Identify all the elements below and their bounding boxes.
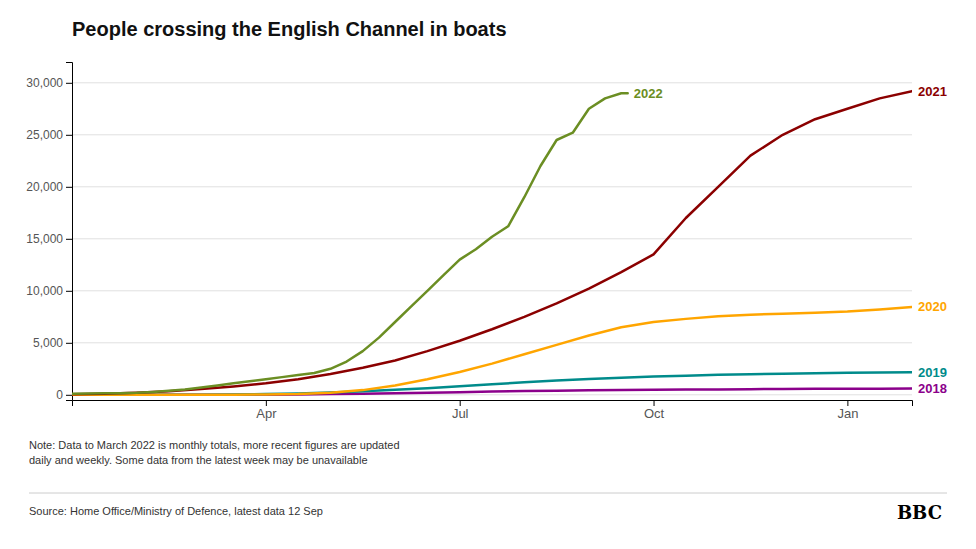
x-axis: Apr Jul Oct Jan: [73, 400, 913, 421]
x-tick-mark: [460, 400, 461, 406]
y-tick-mark: [66, 187, 72, 188]
x-tick: Oct: [644, 400, 665, 421]
x-axis-line: [73, 401, 913, 407]
y-tick: 0: [56, 388, 72, 402]
note: Note: Data to March 2022 is monthly tota…: [29, 439, 400, 466]
y-tick-mark: [66, 395, 72, 396]
series-label: 2021: [918, 84, 947, 99]
y-tick-label: 20,000: [26, 180, 63, 194]
series-line: [72, 93, 628, 394]
lines: [72, 91, 912, 395]
y-tick-label: 30,000: [26, 76, 63, 90]
series-line: [72, 307, 912, 395]
grid: [72, 83, 912, 395]
series-label: 2019: [918, 365, 947, 380]
grid-line: [72, 82, 912, 83]
y-tick-mark: [66, 291, 72, 292]
series-line: [72, 372, 912, 395]
x-tick: Jan: [837, 400, 858, 421]
title: People crossing the English Channel in b…: [72, 18, 507, 40]
y-tick-mark: [66, 343, 72, 344]
y-tick-label: 25,000: [26, 128, 63, 142]
y-tick-mark: [66, 83, 72, 84]
y-tick: 10,000: [26, 284, 72, 298]
x-tick-label: Jan: [837, 406, 858, 421]
source: Source: Home Office/Ministry of Defence,…: [29, 505, 323, 517]
y-tick: 20,000: [26, 180, 72, 194]
plot: 0 5,000 10,000 15,000 20,000 25,000 30,000 Apr J…: [26, 63, 947, 422]
x-tick-label: Jul: [452, 406, 469, 421]
x-tick: Apr: [256, 400, 277, 421]
y-tick: 5,000: [33, 336, 72, 350]
x-tick-mark: [654, 400, 655, 406]
y-axis-line: [66, 63, 73, 401]
series-labels: 20182019 2020 2021 2022: [634, 84, 947, 396]
y-axis: 0 5,000 10,000 15,000 20,000 25,000 30,000: [26, 63, 72, 403]
x-tick-mark: [847, 400, 848, 406]
series-label: 2022: [634, 86, 663, 101]
y-tick: 30,000: [26, 76, 72, 90]
grid-line: [72, 186, 912, 187]
x-tick-label: Apr: [256, 406, 277, 421]
y-tick-mark: [66, 239, 72, 240]
y-tick-mark: [66, 135, 72, 136]
y-tick: 25,000: [26, 128, 72, 142]
x-tick-mark: [266, 400, 267, 406]
y-tick-label: 10,000: [26, 284, 63, 298]
logo: BBC: [897, 502, 942, 523]
separator: [29, 493, 947, 494]
chart: People crossing the English Channel in b…: [0, 0, 976, 549]
grid-line: [72, 342, 912, 343]
grid-line: [72, 238, 912, 239]
series-label: 2018: [918, 381, 947, 396]
y-tick-label: 5,000: [33, 336, 63, 350]
grid-line: [72, 290, 912, 291]
y-tick-label: 0: [56, 388, 63, 402]
y-tick-label: 15,000: [26, 232, 63, 246]
series-label: 2020: [918, 299, 947, 314]
y-tick: 15,000: [26, 232, 72, 246]
x-tick: Jul: [452, 400, 469, 421]
x-tick-label: Oct: [644, 406, 665, 421]
series-line: [72, 91, 912, 394]
